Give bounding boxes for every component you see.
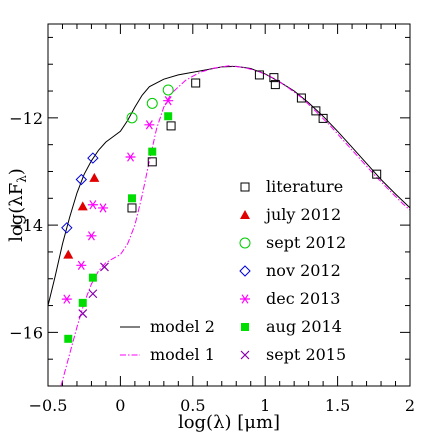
- x-axis-label: log(λ) [μm]: [178, 412, 280, 433]
- sept-2012-point: [126, 112, 138, 124]
- x-tick-label: −0.5: [29, 396, 68, 415]
- aug-2014-point: [148, 147, 157, 156]
- literature-point: [269, 73, 279, 83]
- literature-point: [372, 169, 382, 179]
- dec-2013-point: [61, 294, 72, 304]
- model-2-line: [47, 65, 411, 306]
- data-points: [61, 70, 382, 343]
- literature-point: [254, 70, 264, 80]
- aug-2014-point: [164, 112, 173, 121]
- model-lines: [47, 65, 411, 387]
- nov-2012-point: [87, 152, 99, 164]
- legend-dec-2013-marker: [240, 294, 250, 304]
- dec-2013-point: [163, 96, 174, 106]
- legend-aug-2014-label: aug 2014: [266, 317, 342, 336]
- nov-2012-point: [61, 222, 73, 234]
- legend-nov-2012-marker: [239, 265, 251, 277]
- dec-2013-point: [86, 231, 97, 241]
- y-axis-label-sub: λ: [15, 175, 29, 183]
- legend-literature-marker: [240, 182, 250, 192]
- literature-point: [296, 93, 306, 103]
- literature-point: [318, 113, 328, 123]
- y-axis-label: log(λFλ): [6, 168, 29, 242]
- july-2012-point: [77, 201, 88, 211]
- legend-literature-label: literature: [266, 177, 343, 196]
- legend-dec-2013-label: dec 2013: [266, 289, 340, 308]
- dec-2013-point: [125, 152, 136, 162]
- literature-point: [147, 157, 157, 167]
- y-tick-label: −12: [9, 109, 43, 128]
- legend-sept-2012-marker: [239, 237, 251, 249]
- legend-july-2012-label: july 2012: [264, 205, 341, 224]
- sept-2015-point: [100, 262, 109, 272]
- legend-sept-2015-label: sept 2015: [266, 345, 346, 364]
- plot-frame: [47, 23, 411, 387]
- dec-2013-point: [87, 200, 98, 210]
- x-tick-label: 2: [405, 396, 415, 415]
- x-tick-label: 1: [260, 396, 270, 415]
- dec-2013-point: [98, 203, 109, 213]
- legend-aug-2014-marker: [241, 323, 249, 331]
- july-2012-point: [63, 249, 74, 259]
- x-tick-label: 0.5: [180, 396, 205, 415]
- legend-model-2-label: model 2: [150, 317, 215, 336]
- aug-2014-point: [88, 273, 97, 282]
- literature-point: [270, 80, 280, 90]
- model-1-line: [60, 65, 411, 387]
- legend-sept-2015-marker: [240, 350, 250, 360]
- aug-2014-point: [64, 334, 73, 343]
- legend-july-2012-marker: [240, 210, 250, 219]
- x-tick-label: 0: [115, 396, 125, 415]
- aug-2014-point: [127, 194, 136, 203]
- literature-point: [166, 121, 176, 131]
- tick-labels: −0.5 0 0.5 1 1.5 2 −12 −14 −16: [9, 109, 415, 415]
- sept-2015-point: [88, 289, 98, 299]
- y-axis-label-close: ): [6, 168, 27, 175]
- sept-2015-point: [78, 309, 88, 319]
- july-2012-point: [89, 172, 100, 182]
- y-tick-label: −14: [9, 216, 43, 235]
- axis-ticks: [47, 24, 411, 387]
- dec-2013-point: [144, 120, 155, 130]
- legend-model-1-label: model 1: [150, 345, 215, 364]
- sept-2012-point: [162, 84, 174, 96]
- x-tick-label: 1.5: [325, 396, 350, 415]
- aug-2014-point: [78, 298, 87, 307]
- literature-point: [191, 78, 201, 88]
- y-axis-label-main: log(λF: [6, 183, 27, 242]
- literature-point: [127, 203, 137, 213]
- sept-2012-point: [146, 97, 158, 109]
- dec-2013-point: [76, 260, 87, 270]
- literature-point: [311, 106, 321, 116]
- legend-nov-2012-label: nov 2012: [266, 261, 341, 280]
- legend-sept-2012-label: sept 2012: [266, 233, 346, 252]
- y-tick-label: −16: [9, 323, 43, 342]
- legend: literature july 2012 sept 2012 nov 2012 dec …: [120, 177, 346, 364]
- nov-2012-point: [75, 173, 88, 186]
